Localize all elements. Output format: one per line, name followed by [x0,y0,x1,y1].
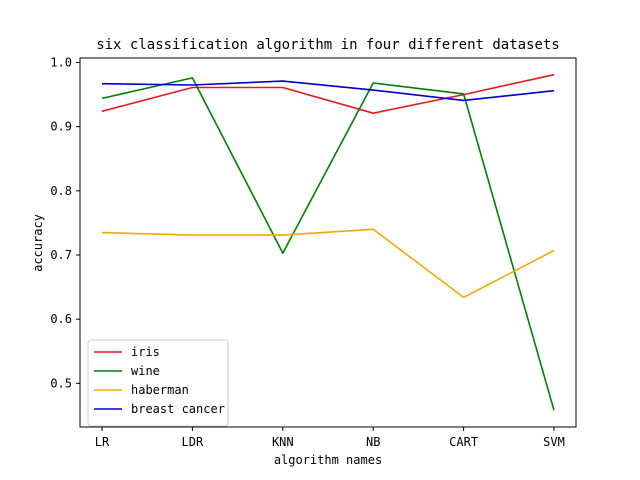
legend-label-breast-cancer: breast cancer [131,402,225,416]
plot-frame [79,57,577,428]
legend-label-wine: wine [131,364,160,378]
x-tick-label: LDR [182,435,204,449]
y-tick-label: 1.0 [50,55,72,69]
x-tick-label: KNN [272,435,294,449]
legend-label-haberman: haberman [131,383,189,397]
series-line-iris [101,73,555,114]
y-tick-label: 0.8 [50,184,72,198]
legend-label-iris: iris [131,345,160,359]
series-line-wine [101,77,555,411]
y-axis-label: accuracy [31,214,45,272]
x-axis-label: algorithm names [274,453,382,467]
series-line-haberman [101,228,555,299]
y-tick-label: 0.7 [50,248,72,262]
y-tick-label: 0.9 [50,120,72,134]
chart-title: six classification algorithm in four dif… [96,37,560,53]
x-tick-label: LR [95,435,110,449]
plot-area: LR LDR KNN NB CART SVM 0.5 0.6 0.7 0.8 0.9 1.0 [50,55,577,449]
x-tick-label: SVM [543,435,565,449]
y-tick-label: 0.5 [50,376,72,390]
x-tick-label: CART [449,435,478,449]
legend-frame [87,339,229,427]
y-tick-label: 0.6 [50,312,72,326]
x-tick-label: NB [366,435,380,449]
series-line-breast-cancer [101,80,555,102]
legend: iris wine haberman breast cancer [87,339,229,427]
